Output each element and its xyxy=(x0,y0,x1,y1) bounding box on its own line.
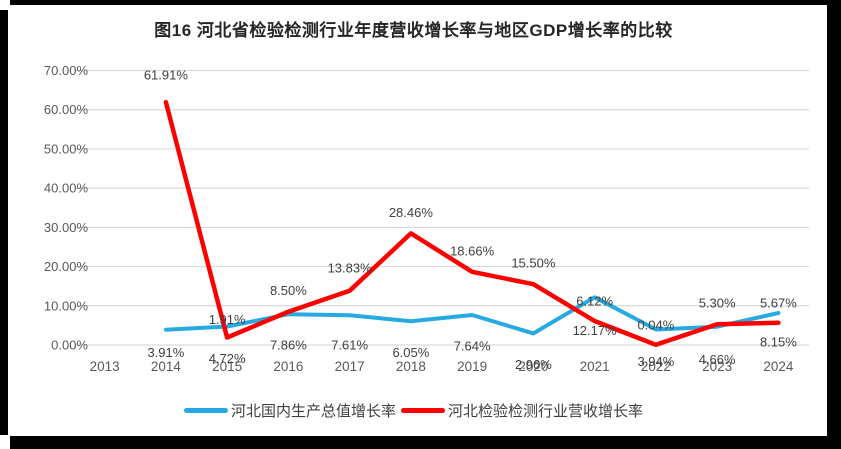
data-label: 7.61% xyxy=(331,338,368,353)
y-axis-tick-label: 60.00% xyxy=(44,102,89,117)
x-axis-tick-label: 2015 xyxy=(212,359,242,374)
x-axis-tick-label: 2014 xyxy=(151,359,182,374)
revenue-line-swatch-icon xyxy=(401,407,445,413)
x-axis-tick-label: 2021 xyxy=(580,359,610,374)
data-label: 8.50% xyxy=(270,283,307,298)
gdp-growth-line xyxy=(163,295,781,336)
data-label: 15.50% xyxy=(511,256,556,271)
y-axis-tick-label: 10.00% xyxy=(44,298,89,313)
data-label: 8.15% xyxy=(760,335,797,350)
data-label: 4.66% xyxy=(699,352,736,367)
legend-item-revenue: 河北检验检测行业营收增长率 xyxy=(401,400,643,421)
x-axis-tick-label: 2018 xyxy=(396,359,426,374)
y-axis-tick-label: 50.00% xyxy=(44,141,89,156)
data-label: 61.91% xyxy=(144,68,189,83)
y-axis-tick-label: 20.00% xyxy=(44,259,89,274)
x-axis-tick-label: 2024 xyxy=(763,359,794,374)
x-axis-tick-label: 2017 xyxy=(335,359,365,374)
y-axis-tick-label: 0.00% xyxy=(51,338,88,353)
photo-border-top xyxy=(10,0,841,5)
data-label: 0.04% xyxy=(637,317,674,332)
chart-title: 图16 河北省检验检测行业年度营收增长率与地区GDP增长率的比较 xyxy=(154,21,673,40)
data-label: 13.83% xyxy=(328,260,373,275)
gdp-line-swatch-icon xyxy=(183,407,228,413)
x-axis-tick-label: 2016 xyxy=(273,359,303,374)
data-label: 6.12% xyxy=(576,294,613,309)
photo-border-bottom xyxy=(10,436,841,449)
x-axis-tick-label: 2020 xyxy=(518,359,548,374)
data-label: 5.30% xyxy=(699,296,736,311)
data-label: 7.86% xyxy=(270,338,307,353)
x-axis-tick-label: 2013 xyxy=(90,359,120,374)
y-axis-tick-label: 40.00% xyxy=(44,181,89,196)
y-axis-tick-label: 70.00% xyxy=(44,63,89,78)
data-label: 3.94% xyxy=(637,354,674,369)
data-label: 2.96% xyxy=(515,357,552,372)
y-axis-tick-label: 30.00% xyxy=(44,220,89,235)
legend-label-revenue: 河北检验检测行业营收增长率 xyxy=(448,402,644,420)
data-label: 3.91% xyxy=(147,345,184,360)
legend-item-gdp: 河北国内生产总值增长率 xyxy=(183,400,396,421)
x-axis-tick-label: 2019 xyxy=(457,359,487,374)
data-label: 7.64% xyxy=(454,339,491,354)
data-label: 4.72% xyxy=(209,351,246,366)
data-label: 6.05% xyxy=(392,345,429,360)
photo-border-right xyxy=(827,0,841,449)
data-label: 18.66% xyxy=(450,243,495,258)
x-axis-tick-label: 2022 xyxy=(641,359,671,374)
photo-border-left xyxy=(0,10,8,435)
chart-legend: 河北国内生产总值增长率 河北检验检测行业营收增长率 xyxy=(0,400,827,420)
legend-label-gdp: 河北国内生产总值增长率 xyxy=(230,402,396,420)
data-label: 5.67% xyxy=(760,295,797,310)
x-axis-tick-label: 2023 xyxy=(702,359,732,374)
data-label: 12.17% xyxy=(573,323,618,338)
data-label: 1.91% xyxy=(209,312,246,327)
data-label: 28.46% xyxy=(389,205,434,220)
revenue-growth-line xyxy=(163,99,781,348)
